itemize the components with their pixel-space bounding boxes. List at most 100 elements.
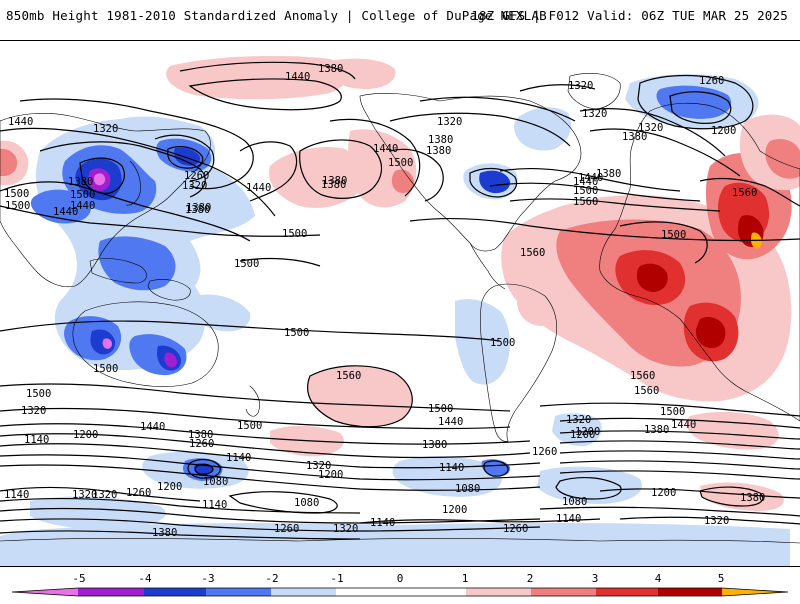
color-scale-segment-neg3 xyxy=(144,588,206,596)
anomaly-region-south-america xyxy=(455,299,510,385)
contour-label: 1140 xyxy=(439,462,464,474)
contour-label: 1140 xyxy=(370,517,395,529)
contour-1380-far-s xyxy=(0,530,361,540)
contour-1320-europe xyxy=(579,108,726,157)
anomaly-map: 1380 1440 1320 1260 1440 1320 1200 1380 … xyxy=(0,41,800,566)
contour-label: 1380 xyxy=(321,179,346,191)
contour-1440-s1 xyxy=(0,407,511,430)
negative-anomaly-shading xyxy=(0,74,790,566)
coast-new-zealand xyxy=(245,385,260,417)
contour-1560-subtropics xyxy=(409,217,800,242)
anomaly-region-north-pacific-north xyxy=(166,55,349,100)
contour-label: 1500 xyxy=(661,229,686,241)
contour-label: 1500 xyxy=(428,403,453,415)
contour-label: 1200 xyxy=(442,504,467,516)
header-bar: 850mb Height 1981-2010 Standardized Anom… xyxy=(0,0,800,32)
coast-japan xyxy=(125,160,141,206)
contour-1200-se xyxy=(599,488,800,499)
anomaly-region-australia-south-peak xyxy=(164,352,177,368)
contour-label: 1140 xyxy=(556,513,581,525)
color-scale-segment-pos2 xyxy=(531,588,596,596)
contour-1380-s1 xyxy=(0,423,531,445)
contour-label: 1380 xyxy=(322,175,347,187)
contour-label: 1440 xyxy=(438,416,463,428)
contour-1260-s1 xyxy=(0,443,541,469)
contour-label: 1500 xyxy=(26,388,51,400)
contour-1500-equator xyxy=(0,320,501,342)
contour-label: 1200 xyxy=(570,429,595,441)
contour-label: 1440 xyxy=(140,421,165,433)
contour-label: 1500 xyxy=(660,406,685,418)
color-scale-tick: -4 xyxy=(138,572,152,585)
contour-label: 1560 xyxy=(634,385,659,397)
contour-1380-se xyxy=(699,486,764,507)
contour-label: 1200 xyxy=(711,125,736,137)
contour-label: 1380 xyxy=(152,527,177,539)
color-scale-tick: 3 xyxy=(592,572,599,585)
color-scale-tick: -2 xyxy=(265,572,278,585)
map-title: 850mb Height 1981-2010 Standardized Anom… xyxy=(6,8,547,23)
contour-1500-s2 xyxy=(539,402,800,417)
coast-australia xyxy=(72,301,219,387)
positive-anomaly-shading xyxy=(0,55,800,511)
contour-1140-sw xyxy=(0,486,201,502)
contour-label: 1320 xyxy=(638,122,663,134)
contour-label: 1440 xyxy=(70,200,95,212)
contour-label: 1560 xyxy=(732,187,757,199)
contour-1080-low2 xyxy=(483,460,509,477)
contour-label: 1500 xyxy=(237,420,262,432)
anomaly-region-alaska xyxy=(514,107,572,151)
anomaly-region-south-america-east xyxy=(517,287,566,326)
contour-label: 1380 xyxy=(68,176,93,188)
color-scale-tick: -5 xyxy=(72,572,85,585)
contour-label: 1380 xyxy=(185,204,210,216)
contour-1560-atlantic xyxy=(509,198,721,212)
color-scale-segment-pos5 xyxy=(722,588,788,596)
color-scale-tick: 1 xyxy=(462,572,469,585)
anomaly-region-antarctic xyxy=(0,522,790,566)
contour-label: 1380 xyxy=(318,63,343,75)
color-scale-segment-neg5 xyxy=(12,588,78,596)
contour-1320-nw xyxy=(19,98,254,190)
contour-label: 1500 xyxy=(282,228,307,240)
color-scale-bar: -5 -4 -3 -2 -1 0 1 2 3 4 5 xyxy=(0,566,800,600)
contour-label: 1260 xyxy=(532,446,557,458)
contour-label: 1440 xyxy=(53,206,78,218)
contour-1440-central xyxy=(239,141,298,202)
anomaly-region-se-asia xyxy=(98,236,176,291)
color-scale-segment-zero xyxy=(336,588,466,596)
contour-label: 1500 xyxy=(70,189,95,201)
contour-label: 1560 xyxy=(336,370,361,382)
contour-1380-s2 xyxy=(559,430,800,440)
color-scale-tick: 2 xyxy=(527,572,534,585)
contour-label: 1380 xyxy=(596,168,621,180)
model-run-info: 18Z GFS | F012 Valid: 06Z TUE MAR 25 202… xyxy=(471,8,788,23)
contour-label: 1080 xyxy=(455,483,480,495)
contour-label: 1500 xyxy=(573,185,598,197)
contour-1380-north xyxy=(179,61,356,80)
anomaly-region-australia-west-peak xyxy=(102,338,112,349)
contour-1380-europe xyxy=(589,128,741,177)
contour-1500-s1 xyxy=(0,383,511,412)
contour-label: 1560 xyxy=(520,247,545,259)
contour-1320-se xyxy=(619,516,800,525)
color-scale-outline xyxy=(11,587,789,597)
contour-1440-greatlakes xyxy=(469,167,518,198)
map-panel: 1380 1440 1320 1260 1440 1320 1200 1380 … xyxy=(0,40,800,567)
contour-1380-pacific xyxy=(299,139,383,199)
contour-label: 1200 xyxy=(575,426,600,438)
coast-maritime-se-asia xyxy=(89,258,191,301)
contour-label: 1440 xyxy=(373,143,398,155)
contour-1260-se xyxy=(539,506,800,517)
contour-1320-kamchatka xyxy=(154,134,215,182)
contour-label: 1380 xyxy=(644,424,669,436)
contour-1440-s2 xyxy=(559,417,800,429)
contour-label: 1080 xyxy=(203,476,228,488)
contour-1140-se xyxy=(359,518,601,524)
color-scale-tick: -1 xyxy=(330,572,343,585)
contour-label: 1500 xyxy=(93,363,118,375)
contour-label: 1380 xyxy=(426,145,451,157)
color-scale-tick: 4 xyxy=(655,572,662,585)
contour-label: 1500 xyxy=(5,200,30,212)
contour-label: 1440 xyxy=(8,116,33,128)
